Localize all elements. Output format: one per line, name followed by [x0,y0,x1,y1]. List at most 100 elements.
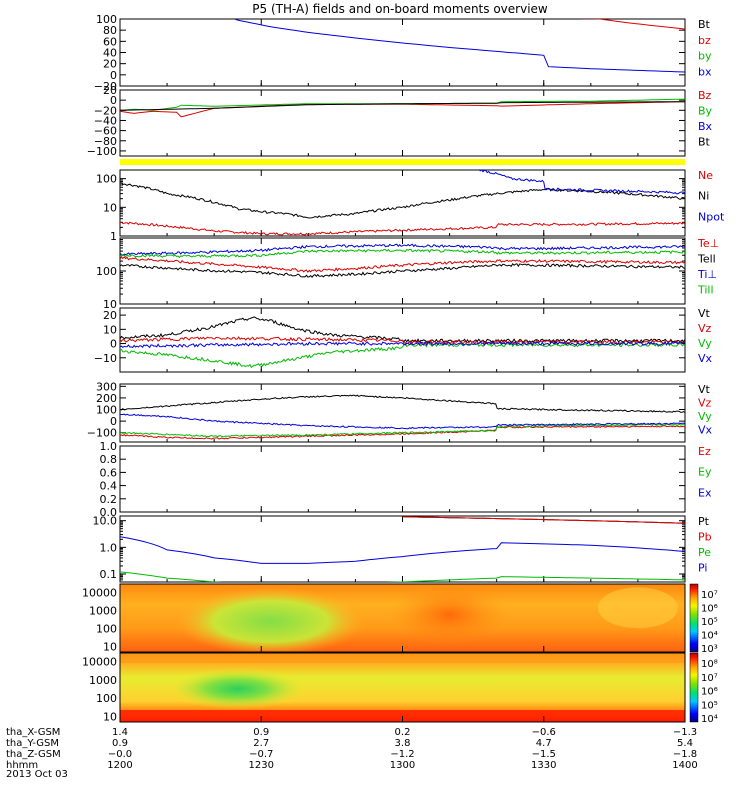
series-line-ne [120,221,685,236]
series-line-vx [120,340,685,349]
panel-temperature: 10 100 Te⊥ Tell Ti⊥ Till [96,237,719,311]
series-group [120,516,685,582]
series-line-bx [233,19,685,73]
y-tick-label: 0 [110,69,117,82]
x-axis-value: 0.2 [395,727,411,738]
series-line-vz [120,336,685,345]
x-axis-value: −1.5 [532,749,556,760]
colorbar-tick-label: 10⁵ [701,700,718,711]
legend-ne: Ne [698,169,713,182]
y-tick-label: 10 [103,298,117,311]
y-tick-label: −40 [94,114,117,127]
y-tick-label: 10 [103,323,117,336]
series-line-ti⊥ [120,243,685,257]
x-axis-value: −0.6 [532,727,556,738]
panel-efield: 0.00.20.40.60.81.0 Ez Ey Ex [100,440,712,519]
x-axis-value: 1200 [107,760,132,771]
y-tick-label: 100 [96,265,117,278]
x-axis-row-label: hhmm [6,760,38,771]
colorbar-tick-label: 10⁶ [701,604,718,615]
y-tick-label: 1 [110,230,117,243]
x-axis-value: 1230 [249,760,274,771]
x-axis-value: 4.7 [536,738,552,749]
panel-frame [119,89,686,157]
x-axis-row-label: tha_Y-GSM [6,738,59,749]
y-tick-label: 100 [96,173,117,186]
y-tick-label: 10.0 [93,515,118,528]
spectrogram-ion-eflux [120,584,685,652]
y-tick-label: 0.6 [100,466,118,479]
y-tick-label: 0.8 [100,453,118,466]
legend-bz: Bz [698,89,712,102]
y-tick-label: 20 [103,58,117,71]
colorbar [689,652,699,723]
legend-vt: Vt [698,307,711,320]
x-axis-value: 3.8 [395,738,411,749]
x-axis-row-label: tha_X-GSM [6,727,60,738]
panel-frame [119,18,686,87]
y-tick-label: −60 [94,125,117,138]
legend-by: by [698,50,712,63]
series-line-pi [120,536,685,564]
y-tick-label: 0 [110,338,117,351]
x-axis-value: 1330 [531,760,556,771]
y-tick-label: 0.0 [100,506,118,519]
spectrogram-feature [389,584,510,646]
spectrogram-feature [175,587,366,652]
plot-title: P5 (TH-A) fields and on-board moments ov… [252,2,548,16]
y-tick-label: 100 [96,692,117,705]
y-tick-label: 80 [103,24,117,37]
y-tick-label: 100 [96,404,117,417]
series-line-vy [120,423,685,438]
panel-frame [119,445,686,513]
series-line-pe [120,571,685,582]
x-axis-value: −0.0 [108,749,132,760]
colorbar [689,583,699,653]
series-group [233,19,685,73]
legend-bt: Bt [698,136,711,149]
series-line-vx [120,413,685,430]
series-line-vy [120,342,685,369]
legend-till: Till [697,284,714,297]
y-tick-label: 100 [96,13,117,26]
date-label: 2013 Oct 03 [6,769,68,780]
colorbar-tick-label: 10³ [701,644,718,655]
series-group [120,98,685,118]
panel-frame [119,515,686,583]
series-group [120,243,685,278]
panel-frame [119,169,686,237]
y-tick-label: 20 [103,84,117,97]
x-axis-value: 1400 [672,760,697,771]
y-tick-label: −80 [94,135,117,148]
y-tick-label: 0 [110,94,117,107]
legend-ez: Ez [698,445,711,458]
y-tick-label: 100 [96,623,117,636]
series-line-tell [120,262,685,278]
y-tick-label: 10 [103,641,117,654]
colorbar-tick-label: 10⁵ [701,617,718,628]
legend-vx: Vx [698,352,713,365]
y-tick-label: 1.0 [100,541,118,554]
legend-bt: Bt [698,18,711,31]
legend-te⊥: Te⊥ [697,237,719,250]
series-line-npot [472,170,685,195]
spectrogram-feature [597,587,678,629]
legend-tell: Tell [697,253,716,266]
legend-vy: Vy [698,337,712,350]
y-tick-label: 300 [96,380,117,393]
legend-ey: Ey [698,466,712,479]
series-group [120,316,685,369]
legend-npot: Npot [698,210,725,223]
series-group [120,394,685,440]
y-tick-label: −20 [94,80,117,93]
x-axis-row-label: tha_Z-GSM [6,749,61,760]
series-line-bt [120,101,685,111]
y-tick-label: 0.2 [100,493,118,506]
y-tick-label: 0.1 [100,568,118,581]
legend-bz: bz [698,34,711,47]
y-tick-label: 10000 [82,587,117,600]
legend-by: By [698,105,713,118]
y-tick-label: 1.0 [100,440,118,453]
